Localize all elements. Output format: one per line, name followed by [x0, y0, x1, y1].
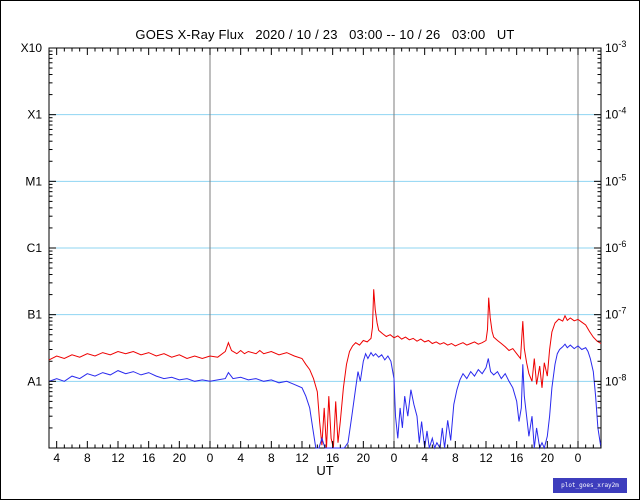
right-axis-label: 10-7	[605, 306, 626, 322]
x-tick-label: 8	[452, 451, 459, 465]
plot-credit-badge: plot_goes_xray2m	[553, 478, 627, 493]
x-tick-label: 20	[541, 451, 555, 465]
x-tick-label: 16	[326, 451, 340, 465]
right-axis-label: 10-4	[605, 106, 626, 122]
flux-class-label: M1	[25, 174, 42, 188]
right-axis-label: 10-8	[605, 372, 626, 388]
flux-series-blue	[48, 343, 602, 450]
x-tick-label: 12	[479, 451, 493, 465]
x-tick-label: 8	[268, 451, 275, 465]
flux-class-label: C1	[27, 241, 43, 255]
flux-class-label: X10	[21, 41, 43, 55]
x-tick-label: 0	[575, 451, 582, 465]
x-axis-label: UT	[316, 463, 334, 478]
flux-class-label: B1	[27, 308, 42, 322]
x-tick-label: 4	[53, 451, 60, 465]
x-tick-label: 12	[295, 451, 309, 465]
x-tick-label: 0	[207, 451, 214, 465]
x-tick-label: 16	[510, 451, 524, 465]
x-tick-label: 8	[84, 451, 91, 465]
x-tick-label: 4	[237, 451, 244, 465]
flux-class-label: A1	[27, 374, 42, 388]
flux-series-red	[48, 289, 602, 449]
x-tick-label: 20	[173, 451, 187, 465]
right-axis-label: 10-6	[605, 239, 626, 255]
flux-class-label: X1	[27, 108, 42, 122]
x-tick-label: 4	[421, 451, 428, 465]
x-tick-label: 12	[111, 451, 125, 465]
chart-title: GOES X-Ray Flux 2020 / 10 / 23 03:00 -- …	[135, 27, 515, 42]
x-tick-label: 0	[391, 451, 398, 465]
right-axis-label: 10-5	[605, 172, 626, 188]
x-tick-label: 16	[142, 451, 156, 465]
right-axis-label: 10-3	[605, 39, 626, 55]
x-tick-label: 20	[357, 451, 371, 465]
